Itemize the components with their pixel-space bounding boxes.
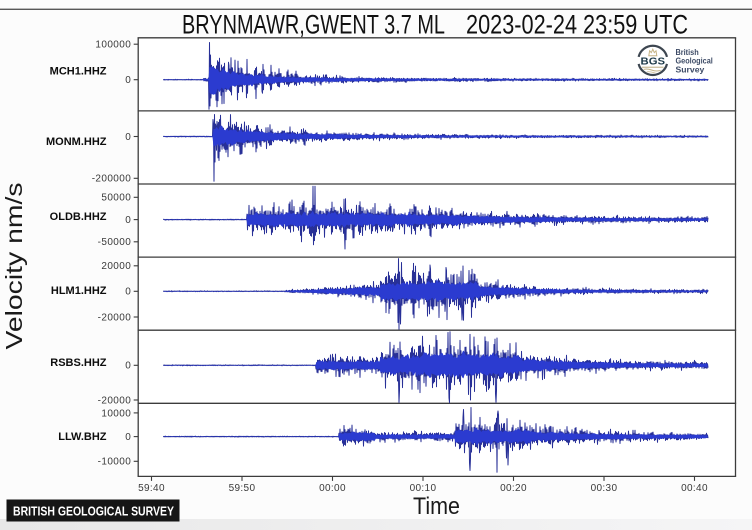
svg-text:British: British xyxy=(676,47,699,57)
svg-text:LLW.BHZ: LLW.BHZ xyxy=(58,431,107,443)
svg-text:BRYNMAWR,GWENT 3.7 ML: BRYNMAWR,GWENT 3.7 ML xyxy=(182,10,445,40)
svg-text:2023-02-24 23:59 UTC: 2023-02-24 23:59 UTC xyxy=(466,10,688,40)
svg-text:-10000: -10000 xyxy=(98,457,132,468)
svg-text:Time: Time xyxy=(413,493,460,520)
svg-text:BGS: BGS xyxy=(641,55,666,67)
svg-text:MCH1.HHZ: MCH1.HHZ xyxy=(50,65,107,77)
svg-text:00:40: 00:40 xyxy=(681,483,708,494)
svg-text:0: 0 xyxy=(125,432,131,443)
svg-text:0: 0 xyxy=(125,361,131,372)
svg-text:-50000: -50000 xyxy=(98,237,132,248)
svg-text:-20000: -20000 xyxy=(98,395,132,406)
svg-text:00:10: 00:10 xyxy=(410,483,437,494)
svg-text:OLDB.HHZ: OLDB.HHZ xyxy=(50,211,107,223)
svg-text:50000: 50000 xyxy=(101,193,131,204)
svg-text:20000: 20000 xyxy=(101,261,131,272)
svg-text:-20000: -20000 xyxy=(98,312,132,323)
svg-text:Velocity nm/s: Velocity nm/s xyxy=(1,183,27,350)
svg-text:100000: 100000 xyxy=(95,40,131,51)
svg-text:00:00: 00:00 xyxy=(319,483,346,494)
svg-text:RSBS.HHZ: RSBS.HHZ xyxy=(50,357,107,369)
svg-text:Survey: Survey xyxy=(676,64,705,74)
svg-text:0: 0 xyxy=(125,75,131,86)
svg-text:MONM.HHZ: MONM.HHZ xyxy=(46,136,107,148)
svg-text:BRITISH GEOLOGICAL SURVEY: BRITISH GEOLOGICAL SURVEY xyxy=(13,504,174,519)
svg-text:00:20: 00:20 xyxy=(500,483,527,494)
svg-text:-200000: -200000 xyxy=(92,174,132,185)
svg-text:59:40: 59:40 xyxy=(138,483,165,494)
svg-text:0: 0 xyxy=(125,215,131,226)
svg-text:0: 0 xyxy=(125,132,131,143)
svg-text:00:30: 00:30 xyxy=(591,483,618,494)
svg-text:HLM1.HHZ: HLM1.HHZ xyxy=(51,285,107,297)
svg-text:59:50: 59:50 xyxy=(229,483,256,494)
svg-text:10000: 10000 xyxy=(101,408,131,419)
svg-text:Geological: Geological xyxy=(676,56,713,66)
svg-text:0: 0 xyxy=(125,287,131,298)
